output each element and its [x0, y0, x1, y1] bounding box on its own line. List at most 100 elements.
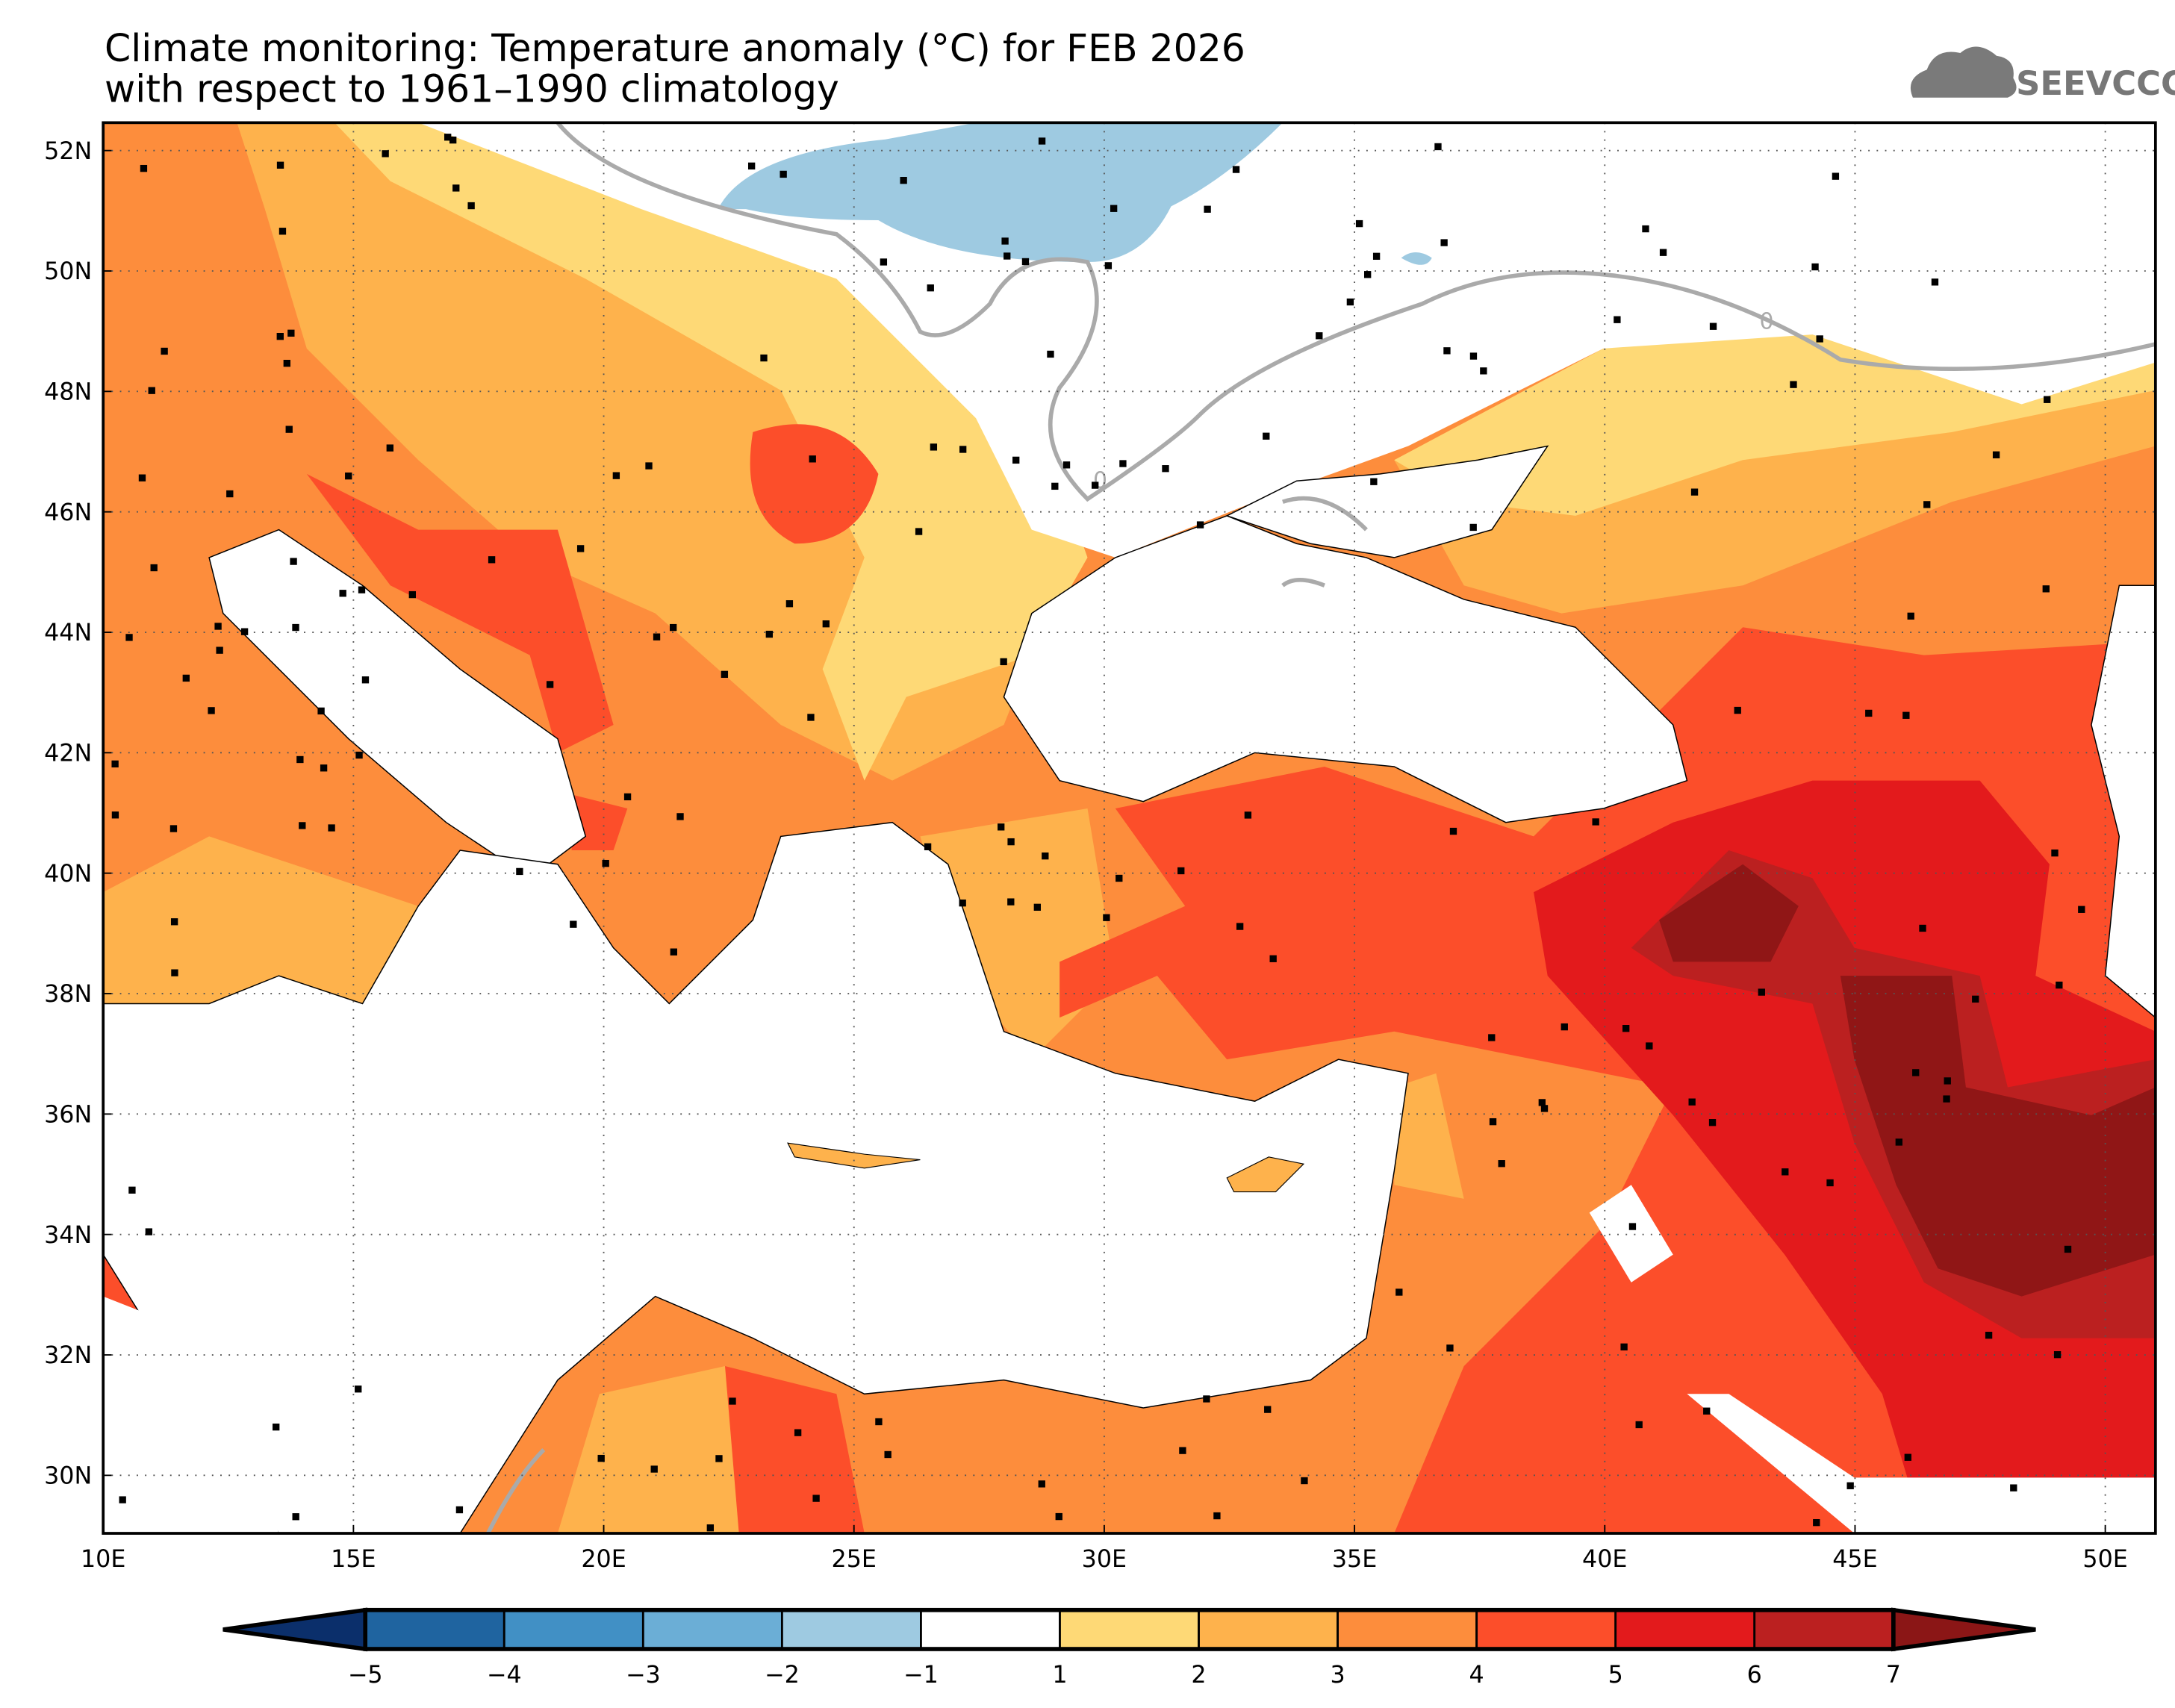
station-marker: [812, 1494, 820, 1502]
station-marker: [785, 600, 794, 608]
station-marker: [1811, 263, 1819, 271]
lon-tick-label: 20E: [581, 1546, 626, 1573]
station-marker: [1092, 481, 1099, 489]
station-marker: [148, 387, 155, 394]
station-marker: [208, 707, 215, 714]
station-marker: [1449, 827, 1457, 835]
contour-label-2: 0: [1093, 468, 1107, 494]
station-marker: [386, 444, 393, 452]
station-marker: [612, 472, 620, 479]
station-marker: [2064, 1245, 2072, 1253]
colorbar-high-arrow: [1891, 1607, 2036, 1652]
station-marker: [1244, 811, 1252, 819]
station-marker: [1813, 1518, 1820, 1527]
station-marker: [747, 162, 756, 170]
lat-tick-label: 38N: [44, 981, 92, 1008]
colorbar-segment: [364, 1609, 505, 1651]
station-marker: [150, 564, 158, 572]
station-marker: [1709, 322, 1717, 330]
station-marker: [1469, 523, 1477, 532]
station-marker: [2056, 981, 2063, 989]
station-marker: [1469, 352, 1478, 360]
station-marker: [214, 623, 222, 630]
station-marker: [1042, 852, 1049, 860]
station-marker: [1708, 1119, 1717, 1126]
station-marker: [1177, 867, 1185, 875]
desert-gap-africa: [103, 1185, 2156, 1534]
station-marker: [1734, 706, 1741, 714]
station-marker: [125, 634, 133, 641]
station-marker: [1115, 874, 1123, 882]
station-marker: [1646, 1042, 1653, 1050]
station-marker: [488, 556, 496, 564]
anomaly-1-2-region: [335, 122, 2156, 781]
station-marker: [1912, 1069, 1920, 1076]
station-marker: [780, 170, 787, 178]
colorbar-segment: [1753, 1609, 1895, 1651]
station-marker: [1895, 1138, 1902, 1146]
colorbar-label: −5: [348, 1662, 383, 1689]
station-marker: [182, 674, 190, 682]
station-marker: [339, 590, 346, 597]
lat-tick-label: 50N: [44, 258, 92, 285]
station-marker: [1021, 258, 1030, 266]
station-marker: [292, 1513, 299, 1521]
station-marker: [1104, 262, 1113, 269]
station-marker: [285, 426, 293, 433]
seevccc-logo: SEEVCCC: [1910, 46, 2175, 103]
station-marker: [1782, 1168, 1789, 1176]
station-marker: [760, 354, 768, 362]
station-marker: [276, 333, 284, 340]
station-marker: [170, 918, 178, 926]
station-marker: [1642, 225, 1649, 233]
station-marker: [1904, 1453, 1911, 1461]
station-marker: [171, 969, 178, 976]
lon-tick-label: 45E: [1832, 1546, 1877, 1573]
station-marker: [1395, 1288, 1403, 1296]
station-marker: [1007, 898, 1015, 906]
station-marker: [676, 813, 684, 820]
cloud-icon: [1910, 46, 2017, 98]
station-marker: [1232, 166, 1240, 173]
station-marker: [1004, 252, 1011, 260]
station-marker: [1446, 1344, 1454, 1352]
station-marker: [1047, 350, 1054, 358]
station-marker: [449, 136, 457, 144]
station-marker: [650, 1465, 658, 1473]
station-marker: [455, 1506, 464, 1514]
colorbar-label: 2: [1191, 1662, 1206, 1689]
station-marker: [1688, 1098, 1696, 1106]
station-marker: [1489, 1118, 1497, 1126]
station-marker: [807, 714, 815, 721]
station-marker: [1865, 709, 1873, 717]
station-marker: [1236, 923, 1244, 930]
lat-tick-label: 40N: [44, 861, 92, 888]
station-marker: [111, 760, 119, 768]
station-marker: [1119, 460, 1127, 467]
station-marker: [2053, 1350, 2062, 1359]
station-marker: [345, 472, 352, 480]
station-marker: [320, 764, 328, 772]
colorbar-border: [363, 1607, 1896, 1651]
station-marker: [1213, 1512, 1221, 1520]
station-marker: [138, 474, 146, 481]
station-marker: [328, 824, 335, 832]
station-marker: [765, 630, 774, 638]
station-marker: [2042, 585, 2050, 593]
station-marker: [1000, 658, 1007, 666]
station-marker: [998, 823, 1005, 831]
station-marker: [930, 443, 938, 451]
colorbar-label: −4: [487, 1662, 522, 1689]
colorbar-segment: [1614, 1609, 1756, 1651]
station-marker: [1703, 1407, 1711, 1415]
station-marker: [1269, 955, 1277, 962]
station-marker: [287, 329, 295, 337]
station-marker: [653, 633, 661, 640]
contour-label: 0: [1760, 309, 1774, 335]
station-marker: [145, 1228, 153, 1235]
station-marker: [358, 586, 366, 593]
station-marker: [1033, 903, 1041, 911]
colorbar-segment: [780, 1609, 922, 1651]
colorbar-segment: [920, 1609, 1061, 1651]
zero-contour-line: [486, 122, 2156, 1534]
